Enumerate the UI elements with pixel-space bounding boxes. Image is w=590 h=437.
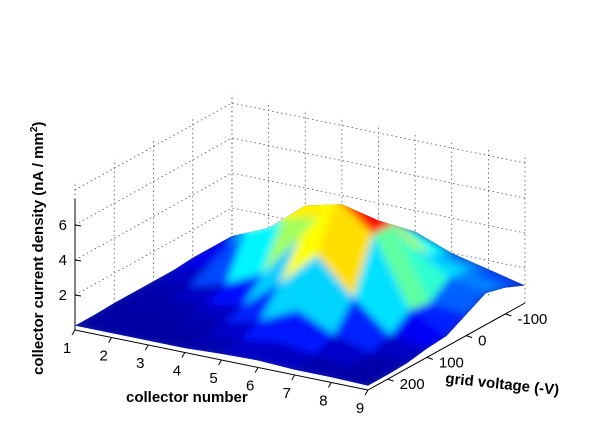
x-tick-label: 2	[99, 348, 107, 365]
y-tick-label: 200	[400, 376, 425, 393]
y-axis-label: grid voltage (-V)	[445, 370, 560, 399]
y-tick-label: 0	[478, 333, 486, 350]
z-axis-label: collector current density (nA / mm2)	[29, 122, 47, 375]
x-tick-label: 6	[246, 378, 254, 395]
z-tick-label: 2	[59, 287, 67, 304]
x-tick-label: 4	[173, 363, 181, 380]
z-tick-label: 4	[59, 252, 67, 269]
y-tick-label: 100	[439, 354, 464, 371]
y-tick-label: -100	[517, 311, 547, 328]
x-tick-label: 5	[209, 370, 217, 387]
x-tick-label: 9	[356, 400, 364, 417]
y-tick-labels: 200 100 0 -100	[400, 311, 548, 393]
z-tick-label: 6	[59, 217, 67, 234]
axes	[71, 198, 526, 396]
x-tick-label: 8	[319, 393, 327, 410]
x-tick-label: 7	[283, 385, 291, 402]
z-tick-labels: 2 4 6	[59, 217, 67, 304]
x-tick-label: 1	[63, 340, 71, 357]
x-tick-label: 3	[136, 355, 144, 372]
x-tick-labels: 1 2 3 4 5 6 7 8 9	[63, 340, 364, 417]
x-axis-label: collector number	[126, 389, 248, 406]
